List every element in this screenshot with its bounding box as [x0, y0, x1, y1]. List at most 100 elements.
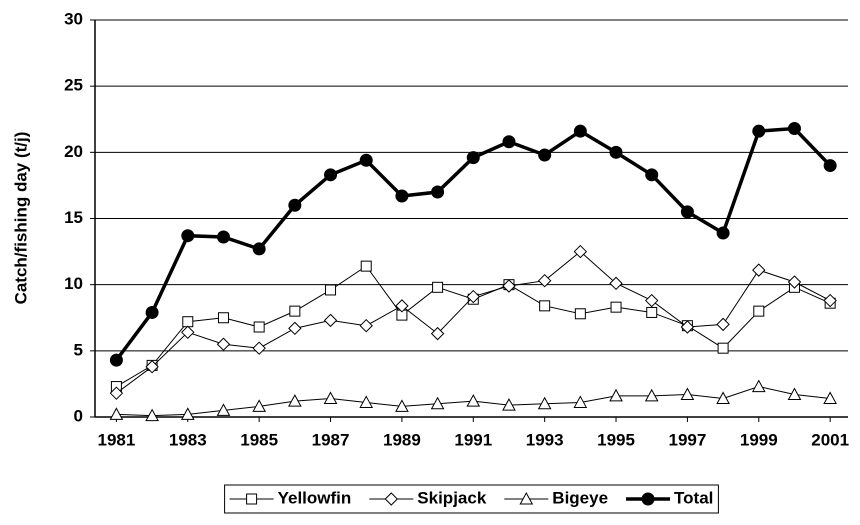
marker	[787, 122, 801, 136]
marker	[502, 135, 516, 149]
marker	[324, 168, 338, 182]
marker	[323, 313, 338, 328]
marker	[610, 301, 622, 313]
x-tick-label: 1983	[169, 430, 207, 449]
marker	[502, 398, 516, 411]
marker	[288, 394, 302, 407]
marker	[609, 276, 623, 291]
marker	[538, 148, 552, 162]
marker	[823, 391, 837, 404]
marker	[823, 293, 837, 308]
series	[109, 379, 837, 422]
marker	[216, 230, 230, 244]
marker	[323, 391, 338, 404]
marker	[644, 388, 659, 402]
marker	[289, 305, 301, 317]
y-tick-label: 0	[74, 406, 83, 425]
marker	[432, 281, 444, 293]
x-tick-label: 1987	[312, 430, 350, 449]
marker	[680, 320, 695, 334]
marker	[823, 159, 837, 173]
marker	[573, 395, 588, 408]
marker	[216, 403, 231, 416]
x-tick-label: 2001	[811, 430, 849, 449]
marker	[253, 321, 265, 333]
marker	[787, 387, 802, 401]
y-tick-label: 10	[64, 274, 83, 293]
y-tick-label: 25	[64, 76, 83, 95]
marker	[680, 205, 694, 219]
legend-label: Skipjack	[417, 488, 487, 507]
series	[109, 122, 837, 367]
marker	[395, 299, 409, 313]
marker	[430, 326, 445, 341]
marker	[519, 491, 534, 505]
marker	[395, 189, 409, 203]
marker	[646, 306, 658, 318]
x-tick-label: 1997	[668, 430, 706, 449]
marker	[359, 153, 373, 167]
marker	[252, 341, 266, 355]
marker	[716, 226, 730, 240]
marker	[751, 379, 766, 393]
marker	[180, 407, 195, 420]
marker	[609, 388, 623, 402]
marker	[716, 391, 730, 404]
marker	[716, 317, 730, 332]
marker	[360, 260, 372, 272]
marker	[466, 394, 481, 407]
marker	[384, 492, 398, 506]
marker	[430, 396, 445, 410]
marker	[680, 387, 695, 401]
y-tick-label: 20	[64, 142, 83, 161]
marker	[145, 305, 159, 319]
marker	[359, 318, 373, 333]
marker	[574, 308, 586, 320]
marker	[752, 263, 766, 277]
legend-label: Yellowfin	[278, 488, 352, 507]
x-tick-label: 1989	[383, 430, 421, 449]
marker	[325, 284, 337, 296]
x-tick-label: 1995	[597, 430, 635, 449]
marker	[109, 407, 124, 420]
marker	[288, 321, 302, 336]
x-tick-label: 1981	[97, 430, 135, 449]
marker	[181, 229, 195, 243]
marker	[288, 198, 302, 212]
series	[109, 244, 837, 400]
marker	[109, 386, 124, 400]
marker	[252, 242, 266, 256]
y-tick-label: 30	[64, 9, 83, 28]
marker	[573, 124, 587, 138]
marker	[609, 145, 623, 159]
legend-label: Total	[674, 488, 713, 507]
marker	[182, 316, 194, 328]
legend-label: Bigeye	[552, 488, 608, 507]
marker	[246, 493, 258, 505]
legend: Yellowfin Skipjack Bigeye Total	[224, 484, 719, 514]
marker	[181, 325, 195, 340]
marker	[539, 300, 551, 312]
marker	[537, 396, 552, 410]
marker	[466, 151, 480, 165]
marker	[717, 342, 729, 354]
marker	[752, 124, 766, 138]
y-tick-label: 15	[64, 208, 83, 227]
marker	[502, 279, 516, 293]
marker	[145, 360, 159, 374]
marker	[466, 289, 480, 304]
y-axis-label: Catch/fishing day (t/j)	[11, 132, 30, 305]
marker	[145, 408, 159, 422]
marker	[645, 293, 659, 308]
x-tick-label: 1985	[240, 430, 278, 449]
marker	[537, 273, 552, 288]
marker	[753, 305, 765, 317]
marker	[109, 353, 123, 367]
marker	[395, 399, 409, 412]
marker	[787, 275, 802, 289]
marker	[359, 395, 374, 408]
y-tick-label: 5	[74, 340, 83, 359]
marker	[252, 399, 267, 412]
marker	[641, 492, 655, 506]
